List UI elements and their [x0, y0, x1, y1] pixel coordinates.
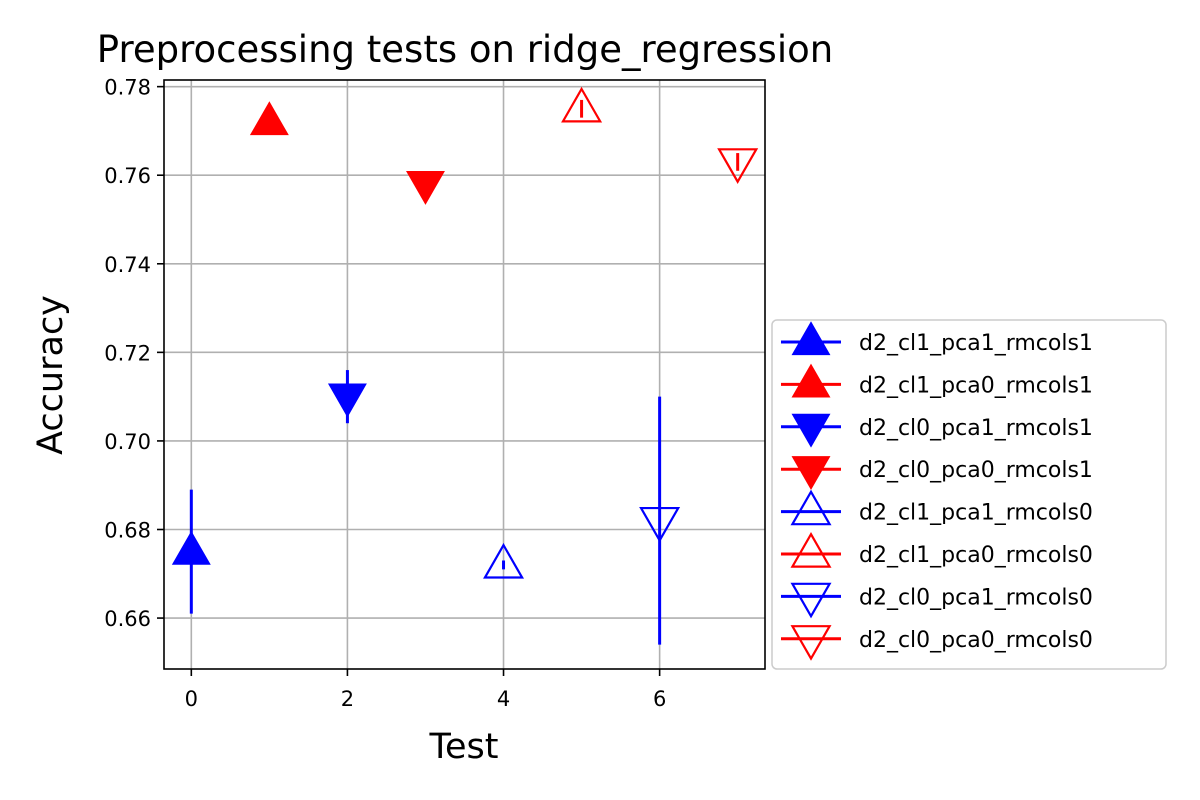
- legend-item: d2_cl1_pca0_rmcols1: [781, 363, 1093, 398]
- legend-item: d2_cl0_pca1_rmcols0: [781, 582, 1093, 619]
- marker-d2_cl0_pca1_rmcols0: [639, 506, 681, 543]
- marker-d2_cl0_pca1_rmcols1: [327, 383, 367, 418]
- legend-marker: [791, 321, 831, 356]
- legend-item: d2_cl1_pca1_rmcols0: [781, 489, 1093, 526]
- y-tick-label: 0.70: [104, 430, 151, 454]
- x-tick-label: 4: [497, 687, 510, 711]
- legend-label: d2_cl1_pca0_rmcols1: [859, 373, 1093, 398]
- y-tick-label: 0.66: [104, 607, 151, 631]
- data-markers: [171, 86, 759, 579]
- legend-label: d2_cl1_pca1_rmcols1: [859, 331, 1093, 356]
- legend-label: d2_cl0_pca1_rmcols1: [859, 416, 1093, 441]
- y-tick-label: 0.74: [104, 253, 151, 277]
- grid: [164, 80, 765, 669]
- x-axis-ticks: 0 2 4 6: [185, 669, 666, 711]
- marker-d2_cl0_pca0_rmcols0: [717, 148, 759, 184]
- legend: d2_cl1_pca1_rmcols1 d2_cl1_pca0_rmcols1 d2…: [771, 319, 1167, 670]
- legend-label: d2_cl0_pca0_rmcols0: [859, 628, 1093, 653]
- x-tick-label: 2: [341, 687, 354, 711]
- x-tick-label: 0: [185, 687, 198, 711]
- legend-label: d2_cl1_pca0_rmcols0: [859, 543, 1093, 568]
- y-axis-ticks: 0.66 0.68 0.70 0.72 0.74 0.76 0.78: [104, 76, 164, 631]
- legend-marker: [790, 582, 832, 619]
- marker-d2_cl1_pca0_rmcols1: [249, 101, 289, 136]
- x-axis-label: Test: [429, 727, 499, 767]
- legend-item: d2_cl0_pca0_rmcols1: [781, 456, 1093, 491]
- legend-item: d2_cl1_pca1_rmcols1: [781, 321, 1093, 356]
- error-bars: [189, 99, 740, 645]
- y-tick-label: 0.68: [104, 519, 151, 543]
- legend-item: d2_cl1_pca0_rmcols0: [781, 531, 1093, 568]
- legend-marker: [791, 413, 831, 448]
- y-tick-label: 0.72: [104, 341, 151, 365]
- legend-item: d2_cl0_pca0_rmcols0: [781, 625, 1093, 661]
- legend-label: d2_cl0_pca1_rmcols0: [859, 585, 1093, 610]
- legend-marker: [791, 363, 831, 398]
- legend-marker: [791, 456, 831, 491]
- legend-box: [771, 319, 1167, 670]
- legend-marker: [790, 625, 832, 661]
- x-tick-label: 6: [653, 687, 666, 711]
- marker-d2_cl1_pca1_rmcols0: [483, 542, 525, 579]
- legend-marker: [790, 489, 832, 526]
- y-tick-label: 0.78: [104, 76, 151, 100]
- legend-label: d2_cl1_pca1_rmcols0: [859, 501, 1093, 526]
- y-tick-label: 0.76: [104, 164, 151, 188]
- marker-d2_cl1_pca0_rmcols0: [561, 86, 603, 123]
- marker-d2_cl0_pca0_rmcols1: [406, 170, 445, 205]
- plot-area-frame: [163, 79, 766, 670]
- marker-d2_cl1_pca1_rmcols1: [171, 530, 211, 565]
- legend-item: d2_cl0_pca1_rmcols1: [781, 413, 1093, 448]
- y-axis-label: Accuracy: [31, 295, 71, 455]
- chart-title: Preprocessing tests on ridge_regression: [97, 28, 833, 71]
- legend-marker: [790, 531, 832, 568]
- legend-label: d2_cl0_pca0_rmcols1: [859, 458, 1093, 483]
